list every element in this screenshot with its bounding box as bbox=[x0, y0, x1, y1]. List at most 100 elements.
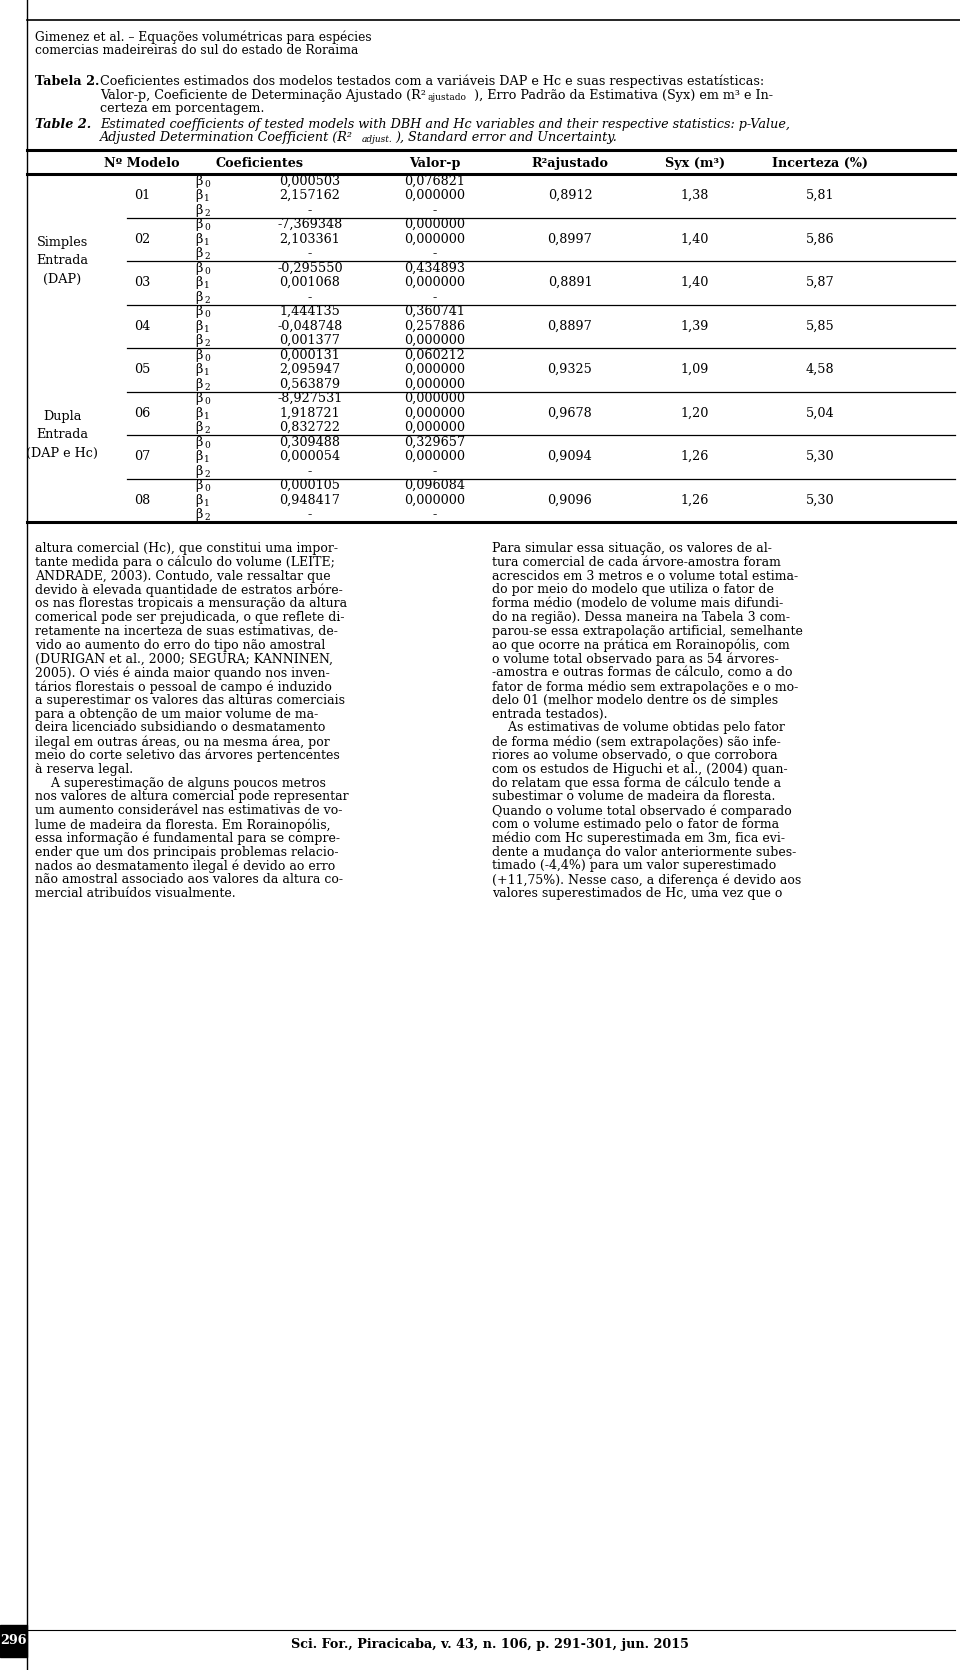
Text: não amostral associado aos valores da altura co-: não amostral associado aos valores da al… bbox=[35, 873, 343, 887]
Text: a superestimar os valores das alturas comerciais: a superestimar os valores das alturas co… bbox=[35, 693, 345, 706]
Text: β: β bbox=[195, 319, 203, 332]
Text: 1,26: 1,26 bbox=[681, 494, 709, 506]
Text: valores superestimados de Hc, uma vez que o: valores superestimados de Hc, uma vez qu… bbox=[492, 887, 782, 900]
Text: 4,58: 4,58 bbox=[805, 364, 834, 376]
Text: 01: 01 bbox=[134, 189, 150, 202]
Text: 2: 2 bbox=[204, 469, 209, 479]
Text: Nº Modelo: Nº Modelo bbox=[105, 157, 180, 170]
Text: 0,096084: 0,096084 bbox=[404, 479, 466, 493]
Text: delo 01 (melhor modelo dentre os de simples: delo 01 (melhor modelo dentre os de simp… bbox=[492, 693, 779, 706]
Text: As estimativas de volume obtidas pelo fator: As estimativas de volume obtidas pelo fa… bbox=[492, 721, 785, 735]
Text: 1: 1 bbox=[204, 369, 209, 377]
Text: 0: 0 bbox=[204, 311, 209, 319]
Text: fator de forma médio sem extrapolações e o mo-: fator de forma médio sem extrapolações e… bbox=[492, 680, 799, 693]
Text: ajustado: ajustado bbox=[427, 92, 466, 102]
Text: β: β bbox=[195, 175, 203, 187]
Text: (DURIGAN et al., 2000; SEGURA; KANNINEN,: (DURIGAN et al., 2000; SEGURA; KANNINEN, bbox=[35, 653, 333, 665]
Text: β: β bbox=[195, 232, 203, 245]
Text: A superestimação de alguns poucos metros: A superestimação de alguns poucos metros bbox=[35, 777, 325, 790]
Text: nos valores de altura comercial pode representar: nos valores de altura comercial pode rep… bbox=[35, 790, 348, 803]
Text: dente a mudança do valor anteriormente subes-: dente a mudança do valor anteriormente s… bbox=[492, 845, 796, 858]
Text: 0,9094: 0,9094 bbox=[547, 451, 592, 463]
Text: 0,001377: 0,001377 bbox=[279, 334, 341, 347]
Text: -: - bbox=[433, 464, 437, 478]
Text: -8,927531: -8,927531 bbox=[277, 392, 343, 406]
Text: β: β bbox=[195, 508, 203, 521]
Text: β: β bbox=[195, 247, 203, 261]
Text: 5,87: 5,87 bbox=[805, 276, 834, 289]
Text: β: β bbox=[195, 451, 203, 463]
Text: 0,563879: 0,563879 bbox=[279, 377, 341, 391]
Text: 0,000000: 0,000000 bbox=[404, 232, 466, 245]
Text: Simples
Entrada
(DAP): Simples Entrada (DAP) bbox=[36, 235, 88, 286]
Text: 0,9678: 0,9678 bbox=[547, 407, 592, 419]
Text: 0,000000: 0,000000 bbox=[404, 189, 466, 202]
Text: Quando o volume total observado é comparado: Quando o volume total observado é compar… bbox=[492, 805, 792, 818]
Text: 0: 0 bbox=[204, 397, 209, 406]
Text: certeza em porcentagem.: certeza em porcentagem. bbox=[100, 102, 265, 115]
Text: riores ao volume observado, o que corrobora: riores ao volume observado, o que corrob… bbox=[492, 750, 778, 762]
Text: 0,9096: 0,9096 bbox=[547, 494, 592, 506]
Text: 0,000131: 0,000131 bbox=[279, 349, 341, 362]
Text: com os estudos de Higuchi et al., (2004) quan-: com os estudos de Higuchi et al., (2004)… bbox=[492, 763, 787, 777]
Text: 0,000000: 0,000000 bbox=[404, 364, 466, 376]
Text: comercias madeireiras do sul do estado de Roraima: comercias madeireiras do sul do estado d… bbox=[35, 43, 358, 57]
Text: 08: 08 bbox=[133, 494, 150, 506]
Text: 0,8997: 0,8997 bbox=[547, 232, 592, 245]
Text: ), Erro Padrão da Estimativa (Syx) em m³ e In-: ), Erro Padrão da Estimativa (Syx) em m³… bbox=[474, 89, 773, 102]
Text: 0,000000: 0,000000 bbox=[404, 334, 466, 347]
Text: 0: 0 bbox=[204, 354, 209, 362]
Text: ANDRADE, 2003). Contudo, vale ressaltar que: ANDRADE, 2003). Contudo, vale ressaltar … bbox=[35, 569, 330, 583]
Text: meio do corte seletivo das árvores pertencentes: meio do corte seletivo das árvores perte… bbox=[35, 750, 340, 763]
Text: lume de madeira da floresta. Em Rorainopólis,: lume de madeira da floresta. Em Rorainop… bbox=[35, 818, 330, 832]
Text: 0,000000: 0,000000 bbox=[404, 407, 466, 419]
Text: comerical pode ser prejudicada, o que reflete di-: comerical pode ser prejudicada, o que re… bbox=[35, 611, 345, 625]
Text: 2,095947: 2,095947 bbox=[279, 364, 341, 376]
Text: 1: 1 bbox=[204, 499, 209, 508]
Text: do relatam que essa forma de cálculo tende a: do relatam que essa forma de cálculo ten… bbox=[492, 777, 781, 790]
Text: Tabela 2.: Tabela 2. bbox=[35, 75, 100, 89]
Text: 5,81: 5,81 bbox=[805, 189, 834, 202]
Text: essa informação é fundamental para se compre-: essa informação é fundamental para se co… bbox=[35, 832, 340, 845]
Text: ao que ocorre na prática em Rorainopólis, com: ao que ocorre na prática em Rorainopólis… bbox=[492, 638, 790, 651]
Text: tários florestais o pessoal de campo é induzido: tários florestais o pessoal de campo é i… bbox=[35, 680, 332, 693]
Text: 0,000000: 0,000000 bbox=[404, 494, 466, 506]
Text: β: β bbox=[195, 334, 203, 347]
Text: -: - bbox=[433, 204, 437, 217]
Text: ilegal em outras áreas, ou na mesma área, por: ilegal em outras áreas, ou na mesma área… bbox=[35, 735, 329, 748]
Text: vido ao aumento do erro do tipo não amostral: vido ao aumento do erro do tipo não amos… bbox=[35, 638, 325, 651]
Text: 2: 2 bbox=[204, 382, 209, 392]
Text: 0,000105: 0,000105 bbox=[279, 479, 341, 493]
Text: deira licenciado subsidiando o desmatamento: deira licenciado subsidiando o desmatame… bbox=[35, 721, 325, 735]
Text: Syx (m³): Syx (m³) bbox=[665, 157, 725, 170]
Text: 2: 2 bbox=[204, 209, 209, 217]
Text: um aumento considerável nas estimativas de vo-: um aumento considerável nas estimativas … bbox=[35, 805, 343, 817]
Text: 1,26: 1,26 bbox=[681, 451, 709, 463]
Text: 2: 2 bbox=[204, 426, 209, 436]
Text: 0: 0 bbox=[204, 484, 209, 493]
Text: 04: 04 bbox=[133, 319, 150, 332]
Text: tura comercial de cada árvore-amostra foram: tura comercial de cada árvore-amostra fo… bbox=[492, 556, 780, 569]
Text: 05: 05 bbox=[133, 364, 150, 376]
Text: -0,295550: -0,295550 bbox=[277, 262, 343, 276]
Text: Sci. For., Piracicaba, v. 43, n. 106, p. 291-301, jun. 2015: Sci. For., Piracicaba, v. 43, n. 106, p.… bbox=[291, 1638, 689, 1652]
Text: R²ajustado: R²ajustado bbox=[532, 157, 609, 170]
Text: Coeficientes: Coeficientes bbox=[216, 157, 304, 170]
Text: 0,948417: 0,948417 bbox=[279, 494, 341, 506]
Text: 0,8897: 0,8897 bbox=[547, 319, 592, 332]
Text: -: - bbox=[308, 291, 312, 304]
Text: parou-se essa extrapolação artificial, semelhante: parou-se essa extrapolação artificial, s… bbox=[492, 625, 803, 638]
Text: 02: 02 bbox=[133, 232, 150, 245]
Text: 0: 0 bbox=[204, 180, 209, 189]
Text: 0,000054: 0,000054 bbox=[279, 451, 341, 463]
Text: -7,369348: -7,369348 bbox=[277, 219, 343, 230]
Text: 0,257886: 0,257886 bbox=[404, 319, 466, 332]
Text: o volume total observado para as 54 árvores-: o volume total observado para as 54 árvo… bbox=[492, 653, 779, 666]
Text: 1,918721: 1,918721 bbox=[279, 407, 340, 419]
Text: -: - bbox=[308, 204, 312, 217]
Text: 06: 06 bbox=[133, 407, 150, 419]
Text: entrada testados).: entrada testados). bbox=[492, 708, 608, 720]
Text: 1: 1 bbox=[204, 281, 209, 291]
Text: -0,048748: -0,048748 bbox=[277, 319, 343, 332]
Text: 1: 1 bbox=[204, 237, 209, 247]
